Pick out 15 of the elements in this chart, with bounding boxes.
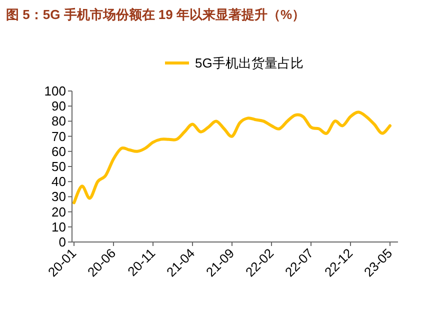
y-tick-label: 70 (52, 128, 66, 144)
line-series (72, 110, 392, 204)
y-tick-label: 10 (52, 219, 66, 234)
y-tick-label: 60 (52, 144, 66, 159)
y-tick-label: 30 (52, 189, 66, 204)
y-tick-label: 50 (52, 159, 66, 174)
legend: 5G手机出货量占比 (165, 56, 304, 70)
y-tick-label: 100 (44, 84, 66, 98)
y-tick-label: 20 (52, 204, 66, 220)
y-tick-label: 0 (58, 234, 66, 250)
y-tick-label: 90 (52, 98, 66, 114)
chart-title: 图 5：5G 手机市场份额在 19 年以来显著提升（%） (6, 7, 306, 22)
y-tick-label: 40 (52, 174, 66, 190)
y-tick-label: 80 (52, 114, 66, 129)
legend-label: 5G手机出货量占比 (195, 56, 304, 70)
